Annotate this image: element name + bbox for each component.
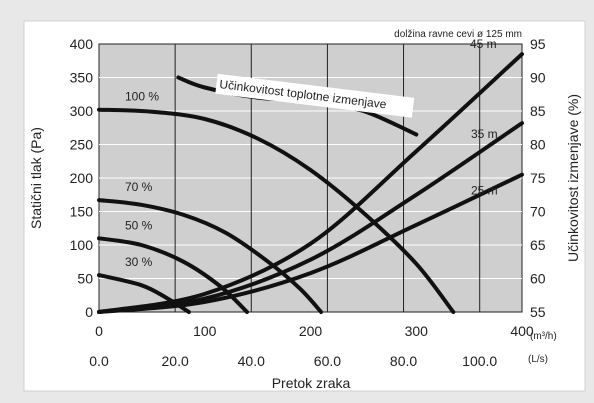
fan-curve [97, 236, 249, 314]
y-right-tick-label: 95 [530, 36, 546, 52]
y-right-tick-label: 65 [530, 237, 546, 253]
x-secondary-tick-label: 100.0 [462, 353, 497, 369]
y-left-axis-title: Statični tlak (Pa) [28, 127, 44, 229]
duct-curve-label: 35 m [471, 127, 498, 141]
fan-curve [97, 107, 456, 314]
x-primary-tick-label: 200 [299, 323, 323, 339]
x-primary-tick-label: 300 [405, 323, 429, 339]
fan-curve-label: 50 % [125, 218, 153, 232]
x-secondary-tick-label: 0.0 [89, 353, 109, 369]
fan-curve [97, 198, 324, 314]
x-unit-secondary: (L/s) [528, 354, 548, 365]
y-left-tick-label: 400 [70, 36, 94, 52]
y-left-tick-label: 0 [85, 304, 93, 320]
duct-curve-label: 25 m [471, 184, 498, 198]
y-right-tick-label: 60 [530, 271, 546, 287]
duct-curve [97, 172, 524, 314]
y-left-tick-label: 250 [70, 137, 94, 153]
duct-curve-label: 45 m [470, 37, 497, 51]
x-primary-tick-label: 100 [193, 323, 217, 339]
x-primary-tick-label: 0 [95, 323, 103, 339]
y-left-tick-label: 200 [70, 170, 94, 186]
y-right-axis-title: Učinkovitost izmenjave (%) [565, 94, 581, 262]
y-right-tick-label: 80 [530, 137, 546, 153]
y-left-tick-label: 350 [70, 70, 94, 86]
y-left-tick-label: 100 [70, 237, 94, 253]
fan-curve-label: 100 % [125, 90, 159, 104]
ticks: 0 50 100 150 200 250 300 350 400 55 60 65 70 75 80 85 90… [70, 36, 546, 369]
y-right-tick-label: 75 [530, 170, 546, 186]
annotation-box [215, 73, 415, 118]
y-left-tick-label: 300 [70, 103, 94, 119]
curves: 100 % 70 % 50 % 30 % 45 m 35 m 25 m [97, 37, 524, 314]
x-secondary-tick-label: 80.0 [390, 353, 417, 369]
x-secondary-tick-label: 60.0 [314, 353, 341, 369]
fan-curve-label: 70 % [125, 180, 153, 194]
x-unit-primary: (m³/h) [530, 331, 557, 342]
y-right-tick-label: 85 [530, 103, 546, 119]
fan-curve-label: 30 % [125, 255, 153, 269]
y-right-tick-label: 55 [530, 304, 546, 320]
x-secondary-tick-label: 40.0 [238, 353, 265, 369]
x-primary-tick-label: 400 [510, 323, 534, 339]
fan-curve [97, 273, 191, 314]
y-right-tick-label: 90 [530, 70, 546, 86]
duct-note: dolžina ravne cevi ø 125 mm [394, 29, 522, 40]
y-right-tick-label: 70 [530, 204, 546, 220]
y-left-tick-label: 150 [70, 204, 94, 220]
x-axis-title: Pretok zraka [272, 375, 351, 391]
y-left-tick-label: 50 [77, 271, 93, 287]
x-secondary-tick-label: 20.0 [162, 353, 189, 369]
